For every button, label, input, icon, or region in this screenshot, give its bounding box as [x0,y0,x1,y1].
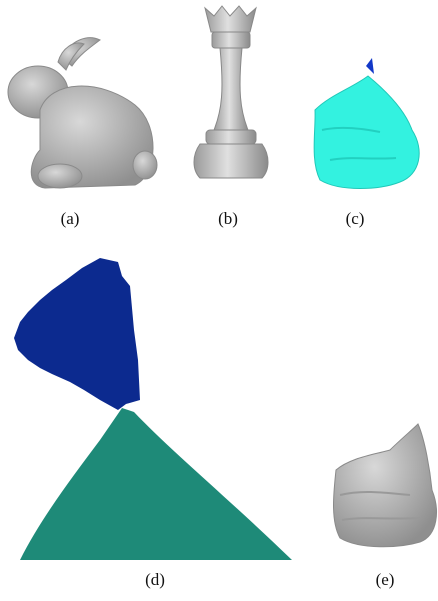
caption: (c) [346,209,365,228]
closeup-render [14,258,292,560]
caption: (a) [61,209,80,228]
queen-render [193,5,269,179]
caption: (e) [376,570,395,589]
cyan-render [313,58,420,189]
caption: (b) [218,209,238,228]
caption: (d) [145,570,165,589]
gray-render [333,423,437,548]
bunny-render [7,37,158,189]
